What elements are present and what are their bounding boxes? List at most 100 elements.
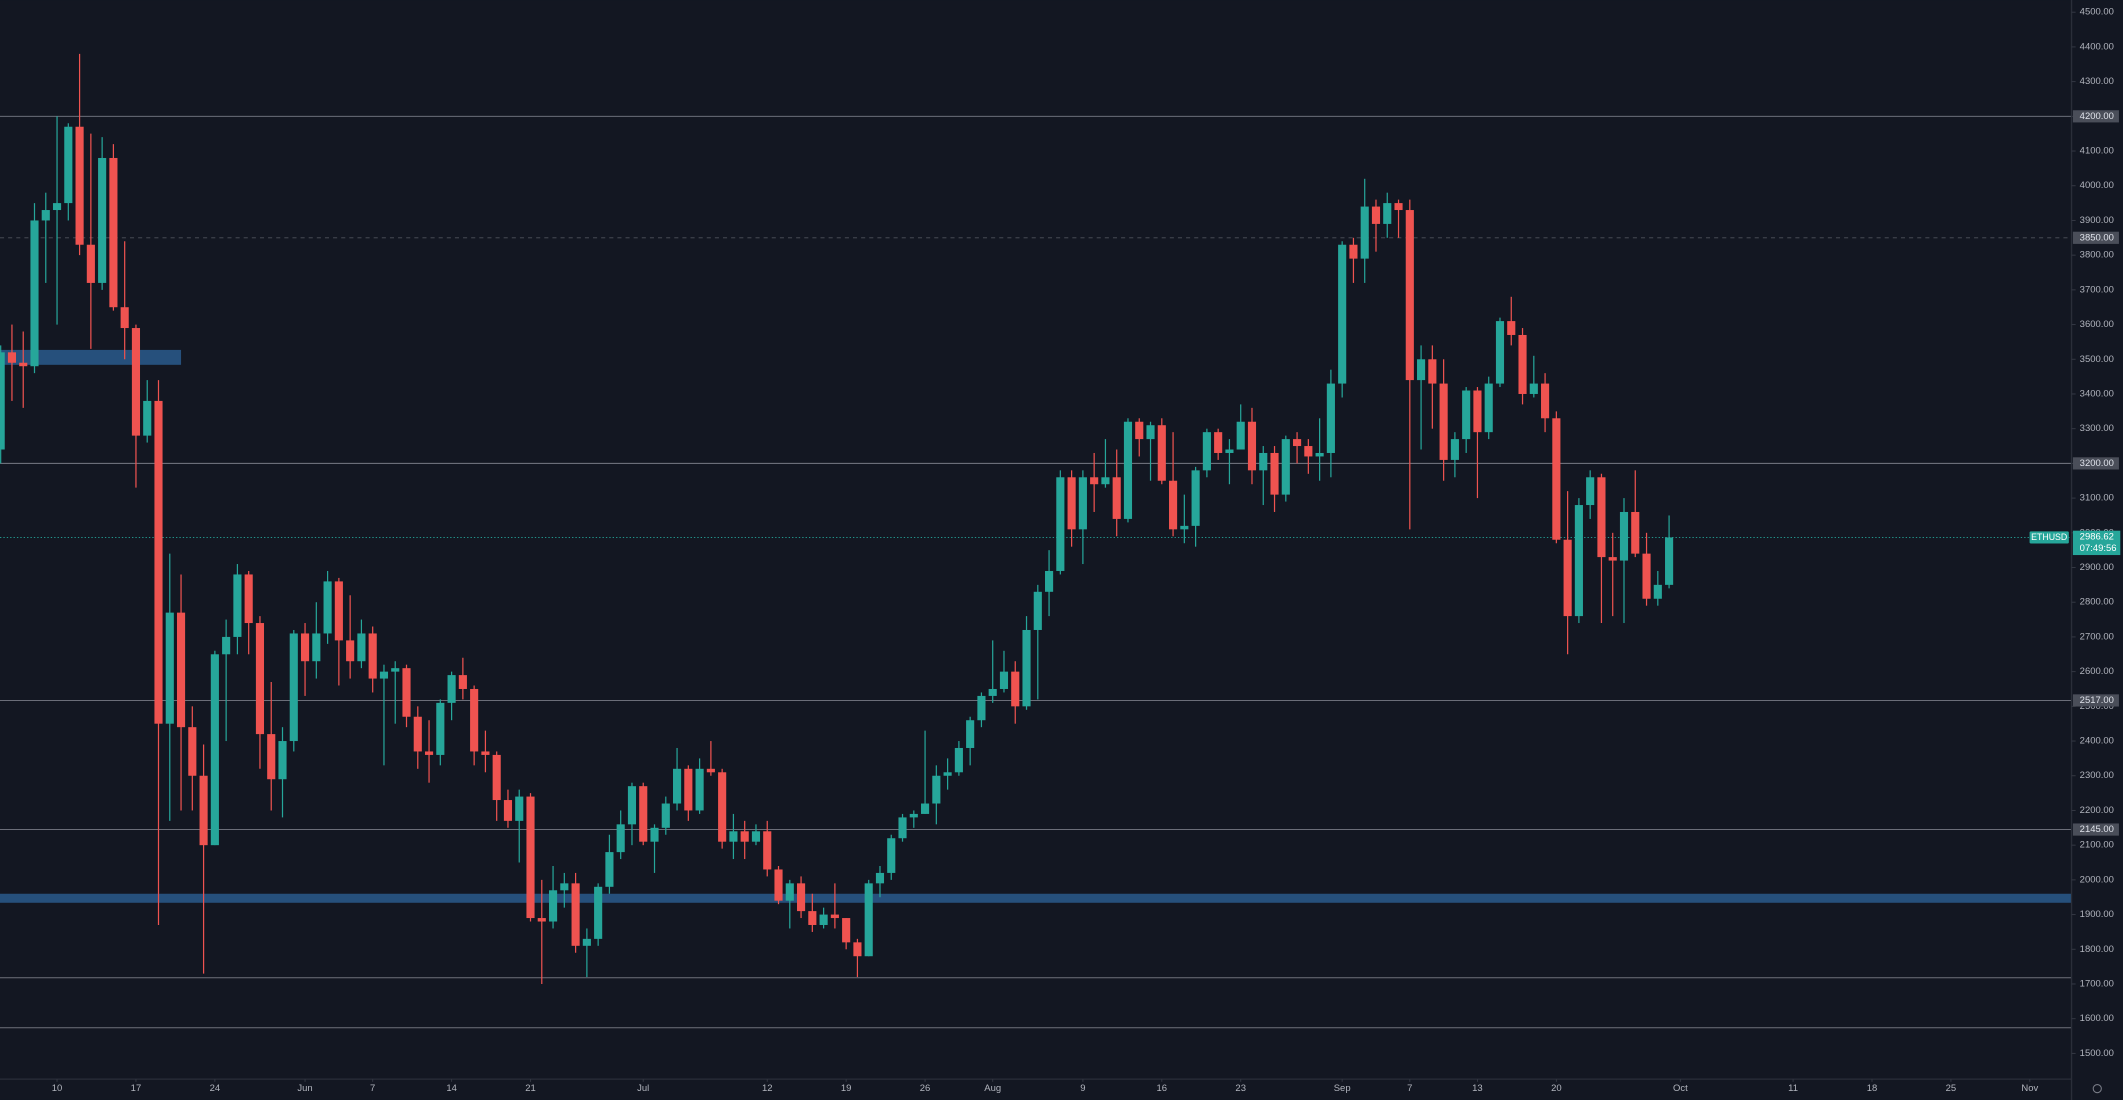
candle-body <box>154 400 163 724</box>
candle-body <box>1259 452 1268 471</box>
settings-icon[interactable] <box>2092 1083 2102 1094</box>
x-tick-label: Nov <box>2021 1083 2038 1094</box>
candle-body <box>1315 452 1324 457</box>
y-tick-label: 4300.00 <box>2080 76 2114 87</box>
candle-body <box>1428 359 1437 384</box>
x-tick-label: 17 <box>131 1083 142 1094</box>
candle-body <box>1450 439 1459 460</box>
candle-body <box>966 720 975 748</box>
candles <box>0 53 1674 984</box>
candle-body <box>1225 449 1234 453</box>
x-tick-label: 7 <box>370 1083 375 1094</box>
candle-body <box>131 328 141 436</box>
candle-body <box>1541 383 1550 419</box>
candle-body <box>210 654 219 846</box>
candle-body <box>244 574 253 624</box>
candle-body <box>1112 477 1121 519</box>
candle-body <box>1360 206 1369 259</box>
level-tag-label: 3850.00 <box>2080 232 2114 243</box>
candle-body <box>796 883 806 912</box>
y-tick-label: 2200.00 <box>2080 805 2114 816</box>
candle-body <box>7 352 17 363</box>
candle-body <box>1574 505 1583 617</box>
candle-body <box>1146 425 1155 440</box>
candle-body <box>334 581 343 641</box>
candle-body <box>1033 591 1042 630</box>
candle-body <box>368 633 377 679</box>
candle-body <box>515 796 524 821</box>
x-tick-label: 9 <box>1080 1083 1085 1094</box>
symbol-tag <box>2029 531 2069 544</box>
candle-body <box>98 157 107 283</box>
candle-body <box>1078 477 1087 530</box>
y-tick-label: 3100.00 <box>2080 493 2114 504</box>
candle-body <box>1056 477 1065 571</box>
y-tick-label: 2900.00 <box>2080 562 2114 573</box>
candle-body <box>560 883 569 891</box>
levels <box>0 115 2072 1029</box>
candle-body <box>785 883 794 901</box>
symbol-tag-label: ETHUSD <box>2031 532 2067 542</box>
candle-body <box>379 671 389 679</box>
x-tick-label: 14 <box>446 1083 457 1094</box>
candle-body <box>1394 203 1403 211</box>
candle-body <box>1518 334 1527 394</box>
candle-body <box>470 688 479 752</box>
candle-body <box>1417 359 1426 381</box>
candle-body <box>1597 477 1606 558</box>
candle-body <box>300 633 310 662</box>
x-tick-label: 10 <box>52 1083 63 1094</box>
candle-body <box>1439 383 1448 460</box>
level-tag-label: 4200.00 <box>2080 111 2114 122</box>
candle-body <box>436 702 445 755</box>
candle-body <box>627 786 637 825</box>
candle-body <box>639 786 648 842</box>
x-tick-label: 19 <box>841 1083 852 1094</box>
x-tick-label: 18 <box>1867 1083 1878 1094</box>
candle-body <box>1247 421 1257 471</box>
candle-body <box>898 817 907 839</box>
x-tick-label: 11 <box>1788 1083 1798 1094</box>
candle-body <box>1011 671 1020 707</box>
candle-body <box>0 352 5 450</box>
level-tag <box>2072 110 2119 123</box>
candle-body <box>1304 446 1313 457</box>
candle-body <box>819 914 828 925</box>
candle-body <box>86 244 95 283</box>
candle-body <box>1101 477 1110 485</box>
candle-body <box>943 772 952 776</box>
candle-body <box>165 612 174 724</box>
candle-body <box>75 126 84 245</box>
level-tag-label: 3200.00 <box>2080 458 2114 469</box>
candle-body <box>1631 511 1640 554</box>
x-tick-label: Oct <box>1673 1083 1688 1094</box>
candle-body <box>526 796 535 919</box>
y-tick-label: 4100.00 <box>2080 146 2114 157</box>
candle-body <box>109 157 118 308</box>
level-tag <box>2072 457 2119 470</box>
candle-body <box>594 886 603 939</box>
candle-body <box>1293 439 1302 447</box>
y-tick-label: 2000.00 <box>2080 874 2114 885</box>
x-tick-label: 12 <box>762 1083 773 1094</box>
x-tick-label: Jun <box>297 1083 312 1094</box>
candle-body <box>447 675 456 703</box>
zone <box>0 893 2072 903</box>
candle-body <box>1405 210 1414 381</box>
candle-body <box>267 734 276 780</box>
candle-body <box>357 633 366 662</box>
candle-body <box>808 911 817 925</box>
candle-body <box>842 918 851 943</box>
candle-body <box>830 914 839 919</box>
candle-body <box>1191 470 1200 526</box>
candle-body <box>52 203 62 211</box>
candle-body <box>1608 557 1617 561</box>
candle-body <box>729 831 738 842</box>
y-tick-label: 1900.00 <box>2080 909 2114 920</box>
y-tick-label: 1500.00 <box>2080 1048 2114 1059</box>
x-tick-label: 20 <box>1551 1083 1562 1094</box>
candle-body <box>30 220 39 367</box>
candle-body <box>143 400 152 436</box>
